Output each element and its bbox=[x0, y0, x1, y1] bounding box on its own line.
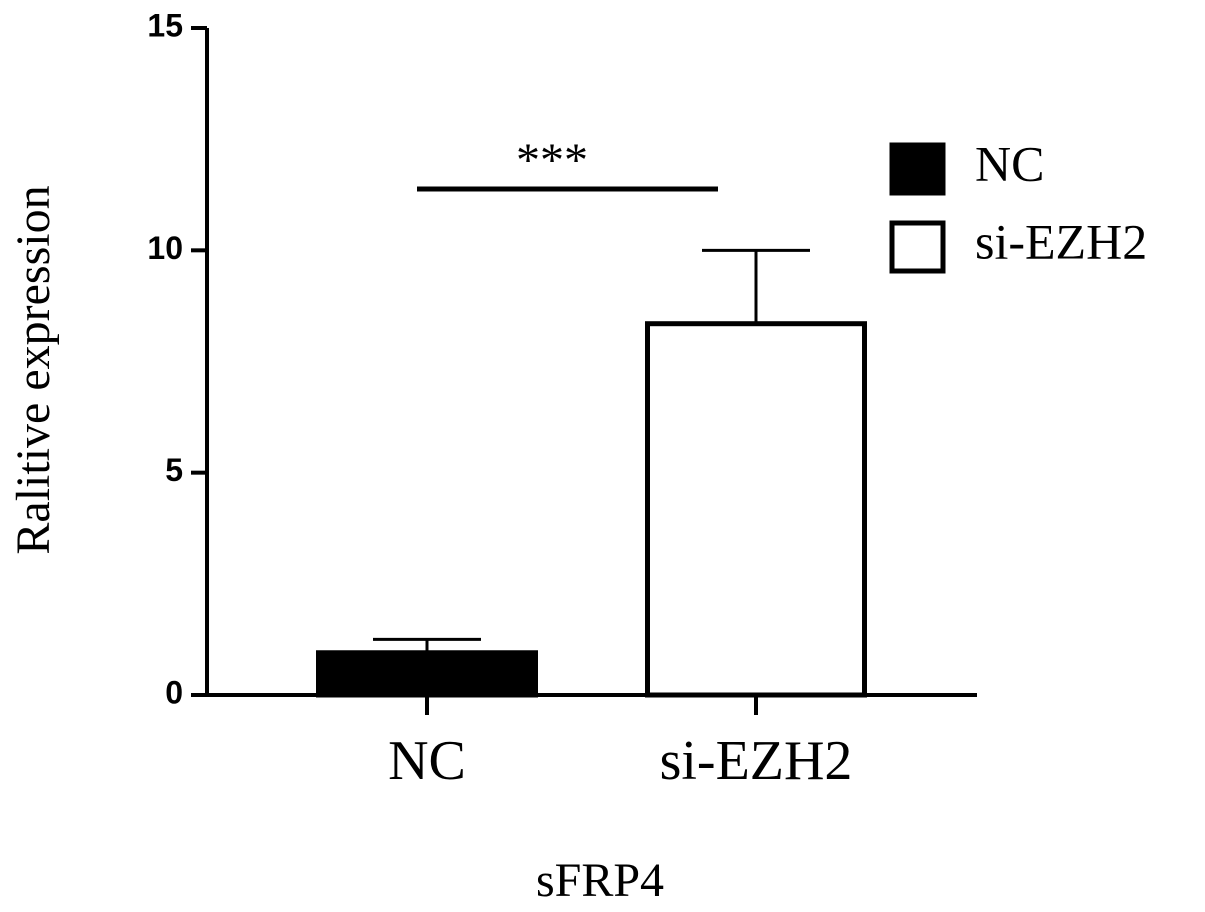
legend-swatch bbox=[889, 220, 946, 274]
x-tick-label: NC bbox=[388, 730, 466, 792]
bar bbox=[316, 650, 538, 698]
legend-label: NC bbox=[975, 135, 1044, 191]
legend-label: si-EZH2 bbox=[975, 213, 1147, 269]
x-tick-label: si-EZH2 bbox=[660, 730, 853, 792]
y-tick-label: 10 bbox=[147, 230, 183, 266]
legend-swatch bbox=[889, 142, 946, 196]
significance-label: *** bbox=[516, 134, 588, 187]
x-axis-title: sFRP4 bbox=[536, 854, 664, 907]
y-axis-title: Ralitive expression bbox=[7, 185, 60, 554]
y-tick-label: 0 bbox=[165, 674, 183, 710]
y-tick-label: 5 bbox=[165, 452, 183, 488]
bar bbox=[645, 321, 867, 698]
y-tick-label: 15 bbox=[147, 7, 183, 43]
